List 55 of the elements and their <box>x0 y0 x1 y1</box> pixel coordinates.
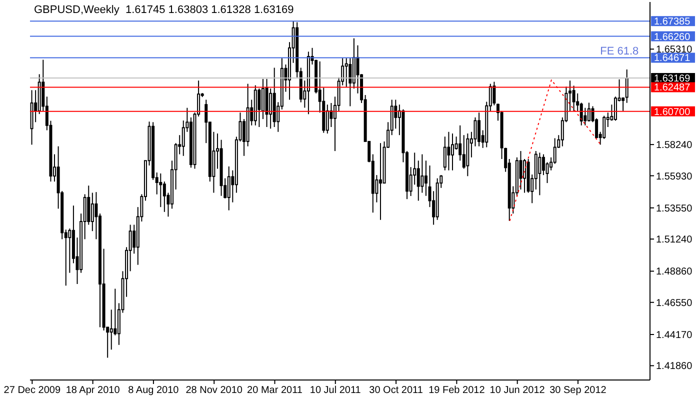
candlestick <box>330 102 333 128</box>
x-tick-label: 28 Nov 2010 <box>186 385 243 396</box>
candlestick <box>625 68 628 104</box>
candlestick <box>447 131 450 171</box>
y-tick-label: 1.44170 <box>656 330 693 342</box>
x-tick-label: 30 Oct 2011 <box>369 385 424 396</box>
x-tick-label: 10 Jun 2012 <box>490 385 546 396</box>
y-tick-label: 1.53550 <box>656 203 693 214</box>
candlestick <box>269 88 272 130</box>
chart-title: GBPUSD,Weekly 1.61745 1.63803 1.61328 1.63169 <box>34 4 294 16</box>
candlestick <box>538 152 542 196</box>
y-tick-label: 1.48860 <box>656 266 693 278</box>
ref-line-label: 1.64671 <box>654 53 691 64</box>
candlestick <box>478 112 481 147</box>
ref-line-label: 1.62487 <box>654 82 691 94</box>
candlestick <box>326 104 329 134</box>
x-tick-label: 30 Sep 2012 <box>550 385 607 396</box>
ref-line-label: 1.67385 <box>654 16 691 28</box>
ref-line-label: 1.60700 <box>654 106 691 118</box>
y-tick-label: 1.41860 <box>656 361 693 372</box>
candlestick <box>110 309 113 350</box>
candlestick <box>424 160 428 196</box>
candlestick <box>553 138 556 164</box>
candlestick <box>523 158 526 194</box>
candlestick <box>622 96 625 112</box>
candlestick <box>587 102 590 122</box>
candlestick <box>162 181 166 212</box>
candlestick <box>572 85 576 112</box>
y-tick-label: 1.58240 <box>656 140 693 152</box>
candlestick <box>394 99 398 130</box>
candlestick <box>451 132 454 171</box>
x-tick-label: 27 Dec 2009 <box>4 385 61 396</box>
candlestick <box>420 154 424 194</box>
candlestick <box>378 142 382 220</box>
x-tick-label: 8 Aug 2010 <box>128 385 180 396</box>
x-tick-label: 10 Jul 2011 <box>310 385 362 396</box>
x-tick-label: 20 Mar 2011 <box>247 385 303 396</box>
candlestick <box>258 88 261 128</box>
candlestick <box>519 150 522 190</box>
candlestick <box>227 166 230 211</box>
y-tick-label: 1.51240 <box>656 234 693 246</box>
x-tick-label: 19 Feb 2012 <box>428 385 486 396</box>
candlestick <box>348 58 352 107</box>
candlestick <box>584 107 587 126</box>
candlestick <box>159 172 162 208</box>
y-tick-label: 1.46550 <box>656 298 693 309</box>
y-tick-label: 1.55930 <box>656 171 693 182</box>
annotation: FE 61.8 <box>600 46 639 58</box>
candlestick <box>261 78 264 120</box>
x-tick-label: 18 Apr 2010 <box>66 385 120 396</box>
candlestick <box>443 136 446 171</box>
ref-line-label: 1.66260 <box>654 32 691 43</box>
ref-line-label: 1.63169 <box>654 74 691 85</box>
candlestick <box>542 154 545 176</box>
candlestick <box>614 96 617 122</box>
